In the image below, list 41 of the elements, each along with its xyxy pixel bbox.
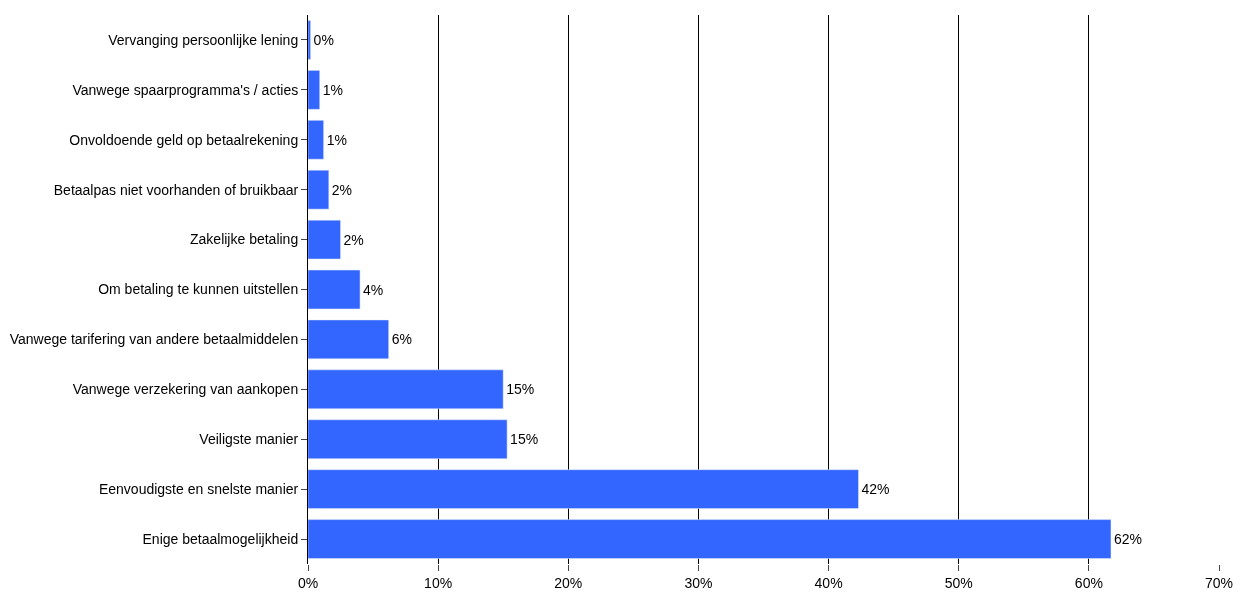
x-tick-label: 50% bbox=[944, 574, 973, 591]
bar bbox=[308, 319, 389, 360]
bar bbox=[308, 519, 1112, 559]
y-tick-label: Betaalpas niet voorhanden of bruikbaar bbox=[53, 181, 299, 198]
bar bbox=[308, 20, 311, 60]
bar bbox=[308, 169, 330, 210]
y-tick-label: Veiligste manier bbox=[199, 431, 299, 448]
bar bbox=[308, 120, 324, 160]
y-tick-label: Vanwege tarifering van andere betaalmiddelen bbox=[9, 331, 299, 348]
data-label: 6% bbox=[391, 331, 412, 348]
data-label: 1% bbox=[322, 81, 343, 98]
y-tick-label: Eenvoudigste en snelste manier bbox=[98, 481, 299, 498]
bar bbox=[308, 219, 341, 260]
y-tick-label: Zakelijke betaling bbox=[190, 231, 299, 248]
data-label: 15% bbox=[510, 431, 539, 448]
data-label: 1% bbox=[326, 131, 347, 148]
data-label: 15% bbox=[506, 381, 535, 398]
y-tick-label: Om betaling te kunnen uitstellen bbox=[98, 281, 299, 298]
x-tick-label: 10% bbox=[424, 574, 453, 591]
x-tick-label: 70% bbox=[1204, 574, 1234, 591]
data-label: 2% bbox=[343, 231, 364, 248]
bar bbox=[308, 419, 508, 459]
x-tick-label: 60% bbox=[1074, 574, 1103, 591]
bar bbox=[308, 469, 859, 509]
x-tick-label: 40% bbox=[814, 574, 843, 591]
x-tick-label: 20% bbox=[554, 574, 583, 591]
y-tick-label: Vervanging persoonlijke lening bbox=[108, 31, 299, 48]
y-tick-label: Vanwege spaarprogramma's / acties bbox=[72, 81, 299, 98]
bar bbox=[308, 70, 320, 110]
x-tick-label: 30% bbox=[684, 574, 713, 591]
data-label: 0% bbox=[313, 31, 334, 48]
data-label: 2% bbox=[331, 181, 353, 198]
y-tick-label: Onvoldoende geld op betaalrekening bbox=[69, 131, 299, 148]
data-label: 62% bbox=[1113, 531, 1143, 548]
data-label: 42% bbox=[861, 481, 890, 498]
y-tick-label: Vanwege verzekering van aankopen bbox=[72, 381, 299, 398]
data-label: 4% bbox=[363, 281, 384, 298]
y-tick-label: Enige betaalmogelijkheid bbox=[142, 530, 299, 547]
bar bbox=[308, 369, 504, 410]
x-tick-label: 0% bbox=[297, 574, 319, 591]
bar bbox=[308, 269, 361, 310]
